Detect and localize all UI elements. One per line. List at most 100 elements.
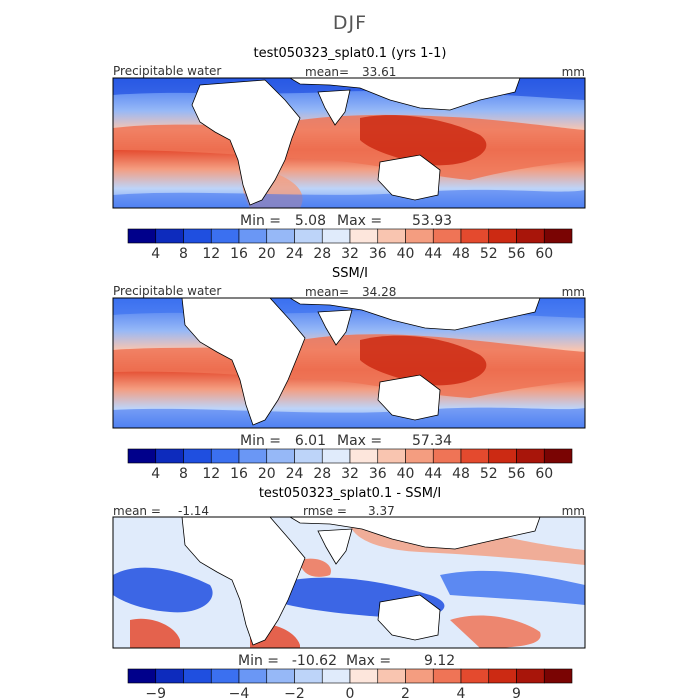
colorbar-1-tick-label: 8 [179, 246, 188, 262]
panel-1-title: test050323_splat0.1 (yrs 1-1) [254, 46, 447, 61]
colorbar-1-tick-label: 40 [397, 246, 415, 262]
panel-1-mean-value: 33.61 [362, 65, 396, 79]
colorbar-1-tick-label: 44 [424, 246, 442, 262]
colorbar-2-tick-label: 60 [535, 466, 553, 482]
panel-1-asia [289, 78, 521, 111]
colorbar-1-segment-13 [488, 228, 517, 244]
colorbar-3-segment-1 [155, 668, 184, 684]
colorbar-2-tick-label: 48 [452, 466, 470, 482]
colorbar-1-segment-4 [238, 228, 268, 244]
panel-2-max-value: 57.34 [412, 433, 452, 449]
panel-2-min-value: 6.01 [295, 433, 326, 449]
colorbar-2-tick-label: 12 [202, 466, 220, 482]
colorbar-3-segment-15 [543, 668, 573, 684]
colorbar-3-segment-12 [460, 668, 490, 684]
colorbar-2-segment-1 [155, 448, 184, 464]
colorbar-3-segment-3 [210, 668, 240, 684]
colorbar-1-segment-14 [516, 228, 545, 244]
colorbar-1-segment-9 [377, 228, 406, 244]
colorbar-3-segment-10 [405, 668, 434, 684]
panel-1-max-value: 53.93 [412, 213, 452, 229]
colorbar-3-segment-11 [432, 668, 462, 684]
colorbar-2-tick-label: 8 [179, 466, 188, 482]
panel-2-units: mm [562, 285, 585, 299]
panel-3-rmse-value: 3.37 [368, 504, 395, 518]
colorbar-2-segment-7 [321, 448, 351, 464]
colorbar-1-segment-3 [210, 228, 240, 244]
colorbar-3-segment-4 [238, 668, 268, 684]
colorbar-2-tick-label: 56 [508, 466, 526, 482]
colorbar-3-segment-0 [127, 668, 157, 684]
panel-2-map [113, 298, 585, 428]
panel-2-warm-pool [360, 335, 487, 386]
panel-model: test050323_splat0.1 (yrs 1-1) Precipitab… [112, 46, 586, 262]
colorbar-2-tick-label: 16 [230, 466, 248, 482]
panel-3-pos-south-pacific [450, 615, 541, 648]
colorbar-2-segment-3 [210, 448, 240, 464]
panel-3-india [317, 528, 353, 565]
colorbar-1-segment-12 [460, 228, 490, 244]
colorbar-2-segment-12 [460, 448, 490, 464]
colorbar-1-tick-label: 4 [151, 246, 160, 262]
colorbar-2-tick-label: 44 [424, 466, 442, 482]
colorbar-1-segment-1 [155, 228, 184, 244]
colorbar-3-segment-13 [488, 668, 517, 684]
colorbar-3-segment-14 [516, 668, 545, 684]
panel-1-min-label: Min = [240, 213, 281, 229]
panel-1-units: mm [562, 65, 585, 79]
colorbar-2-segment-13 [488, 448, 517, 464]
panel-difference: test050323_splat0.1 - SSM/I mean = -1.14… [112, 486, 586, 700]
colorbar-1-segment-10 [405, 228, 434, 244]
colorbar-2-segment-10 [405, 448, 434, 464]
colorbar-2-segment-8 [349, 448, 379, 464]
panel-1-max-label: Max = [337, 213, 382, 229]
panel-3-mean-value: -1.14 [178, 504, 209, 518]
panel-1-colorbar: 4 8 12 16 20 24 28 32 36 40 44 48 52 56 60 [127, 228, 573, 262]
panel-2-mean-label: mean= [305, 285, 349, 299]
panel-2-min-label: Min = [240, 433, 281, 449]
colorbar-1-segment-5 [266, 228, 295, 244]
colorbar-1-tick-label: 28 [313, 246, 331, 262]
colorbar-3-segment-2 [183, 668, 212, 684]
panel-1-min-value: 5.08 [295, 213, 326, 229]
panel-3-africa [181, 517, 306, 646]
colorbar-1-segment-15 [543, 228, 573, 244]
figure-title: DJF [333, 12, 367, 34]
colorbar-1-tick-label: 32 [341, 246, 359, 262]
panel-3-min-value: -10.62 [292, 653, 337, 669]
colorbar-3-segment-7 [321, 668, 351, 684]
panel-3-pos-south-west [130, 618, 180, 648]
colorbar-2-segment-9 [377, 448, 406, 464]
panel-1-warm-pool [360, 115, 487, 166]
colorbar-2-segment-2 [183, 448, 212, 464]
panel-1-frame [112, 77, 586, 209]
colorbar-1-tick-label: 36 [369, 246, 387, 262]
panel-2-variable-label: Precipitable water [113, 284, 221, 298]
colorbar-3-segment-5 [266, 668, 295, 684]
colorbar-3-tick-label: −9 [145, 686, 166, 700]
panel-3-min-label: Min = [238, 653, 279, 669]
colorbar-3-tick-label: 0 [346, 686, 355, 700]
panel-2-frame [112, 297, 586, 429]
colorbar-1-tick-label: 52 [480, 246, 498, 262]
panel-3-australia [377, 594, 441, 641]
colorbar-3-tick-label: 2 [401, 686, 410, 700]
panel-2-india [317, 309, 353, 346]
colorbar-2-tick-label: 40 [397, 466, 415, 482]
panel-3-neg-west [113, 567, 213, 613]
panel-2-africa [181, 298, 306, 426]
colorbar-2-tick-label: 24 [286, 466, 304, 482]
panel-3-rmse-label: rmse = [303, 504, 347, 518]
colorbar-2-segment-5 [266, 448, 295, 464]
colorbar-1-tick-label: 48 [452, 246, 470, 262]
panel-3-units: mm [562, 504, 585, 518]
colorbar-1-tick-label: 16 [230, 246, 248, 262]
colorbar-1-tick-label: 56 [508, 246, 526, 262]
panel-2-south-dry [113, 407, 585, 428]
panel-3-mean-label: mean = [113, 504, 161, 518]
colorbar-1-segment-11 [432, 228, 462, 244]
colorbar-1-tick-label: 24 [286, 246, 304, 262]
colorbar-2-tick-label: 36 [369, 466, 387, 482]
colorbar-3-segment-8 [349, 668, 379, 684]
